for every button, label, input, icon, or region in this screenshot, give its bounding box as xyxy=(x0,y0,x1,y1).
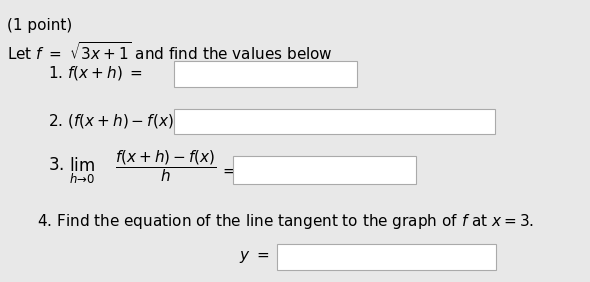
Text: 2. $(\it{f}$$(x+h) - \it{f}$$(x))$ $=$: 2. $(\it{f}$$(x+h) - \it{f}$$(x))$ $=$ xyxy=(48,113,204,131)
Text: Let $\it{f}$ $=$ $\sqrt{3x+1}$ and find the values below: Let $\it{f}$ $=$ $\sqrt{3x+1}$ and find … xyxy=(6,41,332,63)
FancyBboxPatch shape xyxy=(233,156,416,184)
FancyBboxPatch shape xyxy=(174,109,495,134)
FancyBboxPatch shape xyxy=(277,244,496,270)
Text: (1 point): (1 point) xyxy=(6,18,72,33)
Text: 3. $\lim_{h \to 0}$: 3. $\lim_{h \to 0}$ xyxy=(48,155,95,186)
Text: $=$: $=$ xyxy=(221,163,237,178)
Text: 1. $\it{f}$$(x+h)$ $=$: 1. $\it{f}$$(x+h)$ $=$ xyxy=(48,63,148,81)
FancyBboxPatch shape xyxy=(174,61,357,87)
Text: $y$ $=$: $y$ $=$ xyxy=(240,249,270,265)
Text: 4. Find the equation of the line tangent to the graph of $\it{f}$ at $x = 3$.: 4. Find the equation of the line tangent… xyxy=(37,212,535,232)
Text: $\dfrac{f(x+h) - f(x)}{h}$: $\dfrac{f(x+h) - f(x)}{h}$ xyxy=(115,148,217,184)
